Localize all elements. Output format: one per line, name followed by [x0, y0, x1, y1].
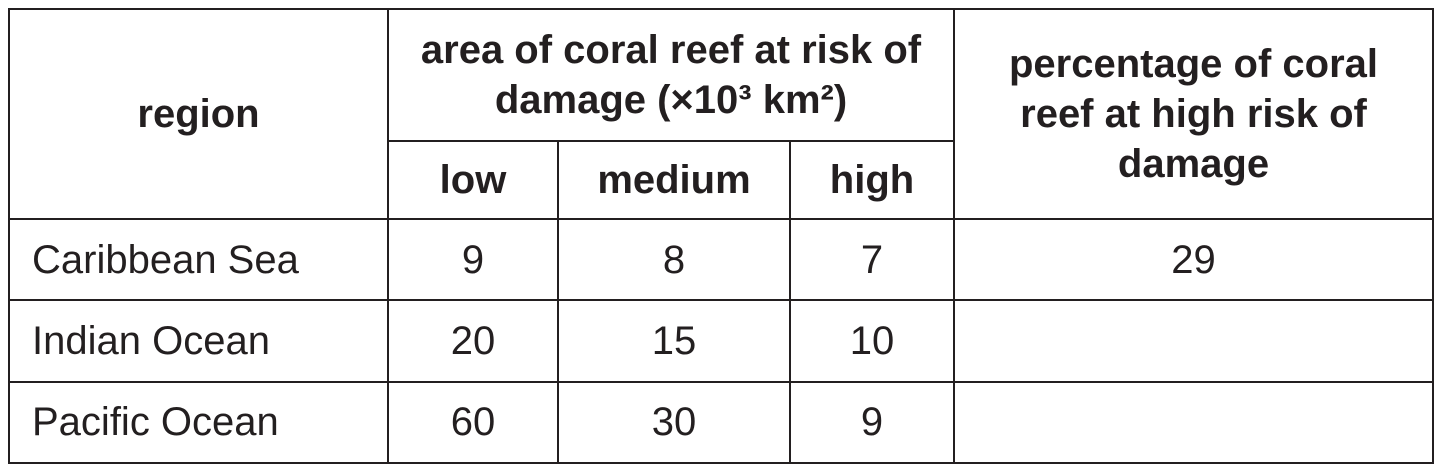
data-table: region area of coral reef at risk of dam… — [8, 8, 1434, 465]
header-cell: low — [387, 140, 559, 220]
value-cell: 15 — [557, 299, 791, 383]
header-cell: high — [789, 140, 955, 220]
header-row: region area of coral reef at risk of dam… — [8, 8, 1434, 220]
header-cell: region — [8, 8, 389, 220]
value-cell: 29 — [953, 217, 1434, 302]
header-row: low medium high — [9, 140, 1433, 220]
table-row: Indian Ocean 20 15 10 — [8, 299, 1434, 383]
value-cell: 9 — [789, 380, 955, 465]
region-cell: Pacific Ocean — [8, 380, 389, 465]
region-cell: Indian Ocean — [8, 299, 389, 383]
value-cell: 10 — [789, 299, 955, 383]
table-header: region area of coral reef at risk of dam… — [8, 8, 1434, 220]
table-body: Caribbean Sea 9 8 7 29 Indian Ocean 20 15 10 Paci… — [8, 217, 1434, 465]
value-cell: 60 — [387, 380, 559, 465]
header-cell: medium — [557, 140, 791, 220]
value-cell — [953, 380, 1434, 465]
value-cell: 8 — [557, 217, 791, 302]
header-cell: percentage of coral reef at high risk of… — [953, 8, 1434, 220]
value-cell: 30 — [557, 380, 791, 465]
header-cell: area of coral reef at risk of damage (×1… — [387, 8, 955, 142]
value-cell: 20 — [387, 299, 559, 383]
table-row: Caribbean Sea 9 8 7 29 — [8, 217, 1434, 302]
value-cell: 9 — [387, 217, 559, 302]
region-cell: Caribbean Sea — [8, 217, 389, 302]
table-row: Pacific Ocean 60 30 9 — [8, 380, 1434, 465]
value-cell: 7 — [789, 217, 955, 302]
value-cell — [953, 299, 1434, 383]
